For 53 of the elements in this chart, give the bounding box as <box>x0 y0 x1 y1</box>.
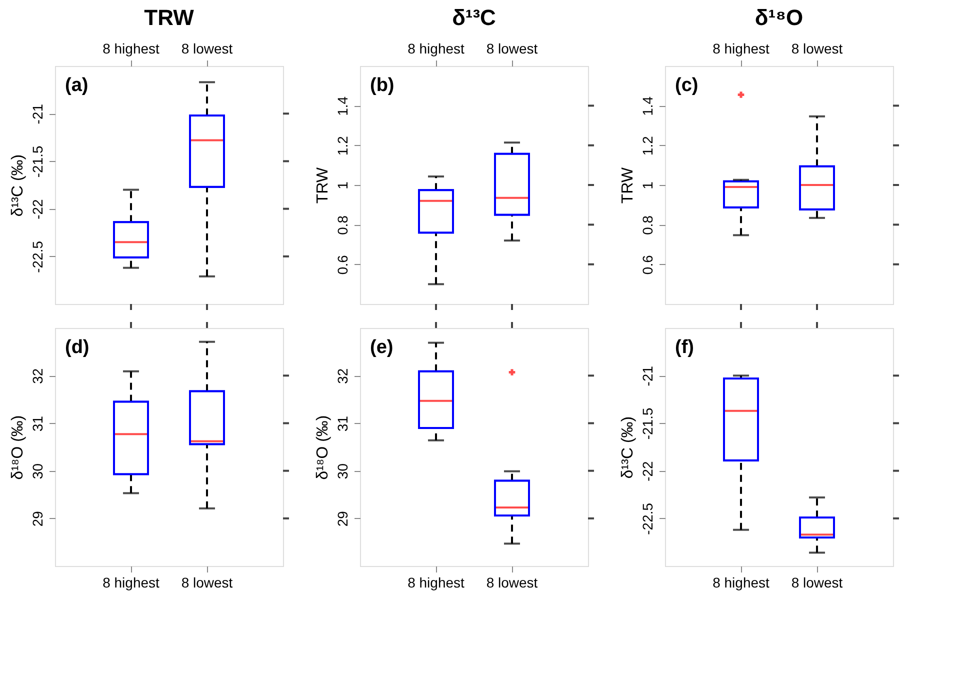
x-tick-label: 8 lowest <box>181 40 233 56</box>
x-tick-label: 8 highest <box>102 574 160 590</box>
x-tick-label: 8 lowest <box>486 40 538 56</box>
y-axis-title: TRW <box>620 166 636 204</box>
y-tick-label: 0.6 <box>640 254 656 275</box>
annotation: (c) <box>675 75 698 96</box>
y-tick-label: 1.4 <box>640 96 656 116</box>
x-tick-label: 8 highest <box>408 40 465 56</box>
y-tick-label: -22 <box>30 198 46 220</box>
y-tick-label: 32 <box>30 368 46 384</box>
x-tick-label: 8 lowest <box>791 40 843 56</box>
y-axis-title: δ¹³C (‰) <box>620 416 636 479</box>
x-tick-label: 8 lowest <box>181 574 233 590</box>
y-tick-label: 0.8 <box>640 215 656 235</box>
y-tick-label: 1.4 <box>334 96 350 116</box>
y-tick-label: 29 <box>334 510 350 527</box>
x-tick-label: 8 lowest <box>486 574 538 590</box>
y-tick-label: 1 <box>334 181 350 190</box>
annotation: (a) <box>65 75 88 96</box>
x-tick-label: 8 highest <box>408 574 465 590</box>
y-tick-label: 31 <box>30 416 46 432</box>
y-axis-title: δ¹³C (‰) <box>10 154 26 217</box>
x-tick-label: 8 highest <box>712 574 770 590</box>
y-tick-label: -22.5 <box>30 240 46 273</box>
chart-title: δ¹³C <box>452 5 496 30</box>
y-tick-label: 0.8 <box>334 215 350 235</box>
y-tick-label: 30 <box>334 463 350 480</box>
y-tick-label: 1 <box>640 181 656 190</box>
y-axis-title: δ¹⁸O (‰) <box>10 415 26 480</box>
y-tick-label: 32 <box>334 368 350 384</box>
chart-title: δ¹⁸O <box>754 5 804 30</box>
y-tick-label: 30 <box>30 463 46 480</box>
y-tick-label: 31 <box>334 416 350 432</box>
x-tick-label: 8 highest <box>102 40 160 56</box>
y-tick-label: -22 <box>640 460 656 482</box>
y-tick-label: -21.5 <box>30 146 46 178</box>
y-axis-title: δ¹⁸O (‰) <box>314 415 332 480</box>
y-tick-label: -21 <box>640 366 656 386</box>
annotation: (d) <box>65 337 90 358</box>
annotation: (e) <box>370 337 394 358</box>
y-tick-label: 29 <box>30 510 46 527</box>
y-tick-label: 0.6 <box>334 254 350 275</box>
chart-title: TRW <box>144 5 194 30</box>
y-tick-label: 1.2 <box>640 136 656 156</box>
x-tick-label: 8 lowest <box>791 574 843 590</box>
y-tick-label: -21.5 <box>640 408 656 440</box>
annotation: (f) <box>675 337 694 358</box>
annotation: (b) <box>370 75 394 96</box>
x-tick-label: 8 highest <box>712 40 770 56</box>
y-axis-title: TRW <box>314 166 332 204</box>
y-tick-label: -22.5 <box>640 502 656 535</box>
y-tick-label: -21 <box>30 104 46 124</box>
y-tick-label: 1.2 <box>334 136 350 156</box>
